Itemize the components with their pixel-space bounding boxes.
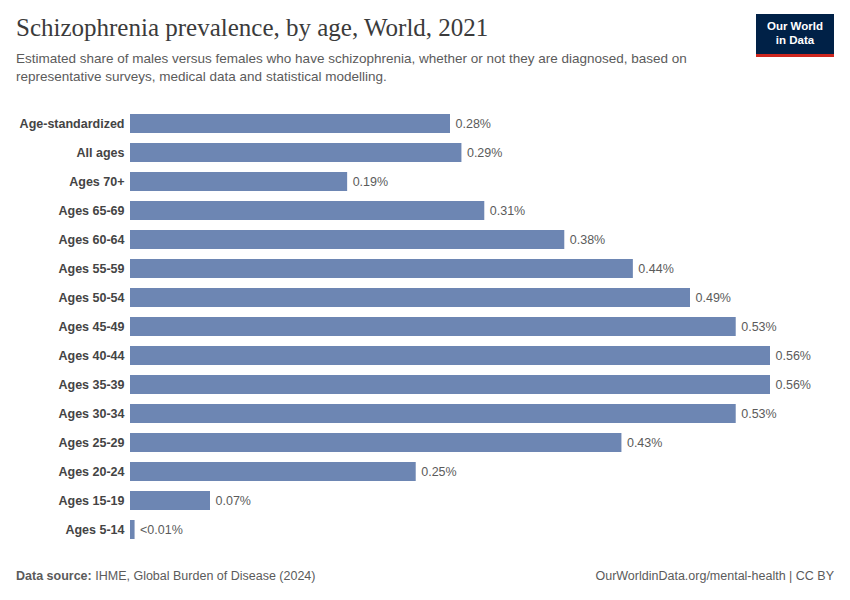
html-text:Schizophrenia prevalence, by a: Schizophrenia prevalence, by age, World,… (16, 14, 489, 41)
svg-text:0.31%: 0.31% (490, 204, 525, 218)
svg-text:Ages 35-39: Ages 35-39 (58, 378, 124, 392)
html-text:Data source: IHME, Global Burd: Data source: IHME, Global Burden of Dise… (16, 569, 316, 583)
svg-text:0.44%: 0.44% (638, 262, 673, 276)
svg-text:Ages 25-29: Ages 25-29 (58, 436, 124, 450)
svg-text:0.43%: 0.43% (627, 436, 662, 450)
svg-text:Ages 20-24: Ages 20-24 (58, 465, 124, 479)
svg-text:0.53%: 0.53% (741, 320, 776, 334)
html-text:Estimated share of males versu: Estimated share of males versus females … (16, 51, 687, 84)
svg-text:0.19%: 0.19% (353, 175, 388, 189)
svg-text:0.25%: 0.25% (421, 465, 456, 479)
svg-text:Ages 40-44: Ages 40-44 (58, 349, 124, 363)
html-text:Our World in Data: Our World in Data (767, 20, 823, 46)
svg-text:All ages: All ages (77, 146, 125, 160)
svg-text:Age-standardized: Age-standardized (20, 117, 125, 131)
svg-text:Ages 60-64: Ages 60-64 (58, 233, 124, 247)
svg-text:Ages 5-14: Ages 5-14 (65, 523, 124, 537)
svg-text:Ages 70+: Ages 70+ (69, 175, 124, 189)
svg-text:Ages 55-59: Ages 55-59 (58, 262, 124, 276)
svg-text:0.38%: 0.38% (570, 233, 605, 247)
svg-text:0.29%: 0.29% (467, 146, 502, 160)
svg-text:Ages 65-69: Ages 65-69 (58, 204, 124, 218)
svg-text:<0.01%: <0.01% (140, 523, 183, 537)
svg-text:Ages 15-19: Ages 15-19 (58, 494, 124, 508)
svg-text:Ages 45-49: Ages 45-49 (58, 320, 124, 334)
svg-text:0.49%: 0.49% (696, 291, 731, 305)
svg-text:Ages 30-34: Ages 30-34 (58, 407, 124, 421)
svg-text:0.56%: 0.56% (776, 378, 811, 392)
svg-text:Ages 50-54: Ages 50-54 (58, 291, 124, 305)
html-text:OurWorldinData.org/mental-heal: OurWorldinData.org/mental-health | CC BY (595, 569, 834, 583)
svg-text:0.56%: 0.56% (776, 349, 811, 363)
svg-text:0.53%: 0.53% (741, 407, 776, 421)
svg-text:0.28%: 0.28% (456, 117, 491, 131)
svg-text:0.07%: 0.07% (216, 494, 251, 508)
